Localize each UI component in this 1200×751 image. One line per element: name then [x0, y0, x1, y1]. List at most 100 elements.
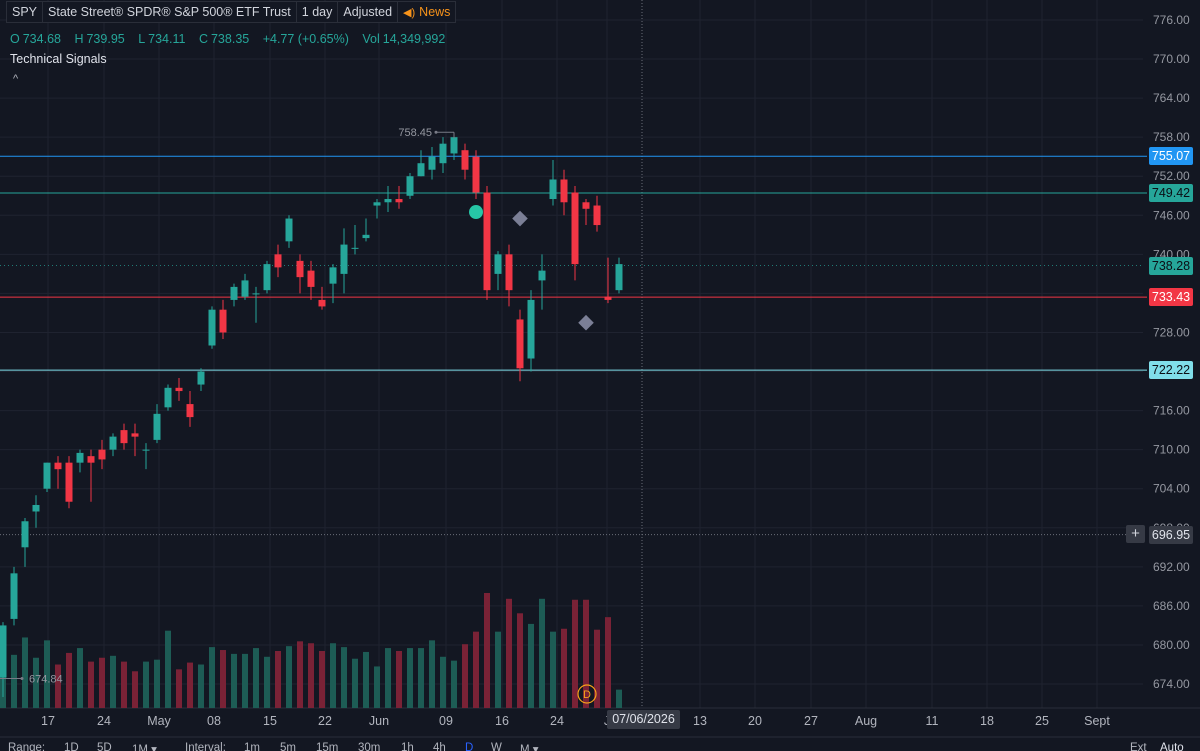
- candle-body: [472, 156, 480, 193]
- interval-m-button[interactable]: M ▾: [520, 744, 539, 751]
- close-label: C: [198, 32, 208, 46]
- volume-bar: [154, 659, 160, 708]
- volume-bar: [44, 640, 50, 708]
- volume-bar: [77, 648, 83, 708]
- interval-w-button[interactable]: W: [491, 742, 502, 751]
- range-1m-button[interactable]: 1M ▾: [132, 744, 157, 751]
- candle-body: [461, 150, 469, 170]
- interval-5m-button[interactable]: 5m: [280, 742, 296, 751]
- interval-1h-button[interactable]: 1h: [401, 742, 414, 751]
- candle-body: [351, 247, 359, 249]
- news-button[interactable]: ◀) News: [398, 2, 455, 22]
- time-tick-label: 17: [41, 714, 55, 728]
- candle-body: [549, 179, 557, 200]
- legend-header[interactable]: SPY State Street® SPDR® S&P 500® ETF Tru…: [6, 1, 457, 23]
- volume-bar: [616, 689, 622, 708]
- price-tick-label: 758.00: [1153, 130, 1190, 144]
- candle-body: [373, 202, 381, 206]
- candle-body: [582, 202, 590, 209]
- range-5d-button[interactable]: 5D: [97, 742, 112, 751]
- volume-bar: [440, 656, 446, 708]
- volume-bar: [550, 631, 556, 708]
- signal-diamond: [512, 210, 528, 227]
- collapse-chevron-icon[interactable]: ^: [13, 73, 19, 85]
- interval-4h-button[interactable]: 4h: [433, 742, 446, 751]
- price-tick-label: 686.00: [1153, 599, 1190, 613]
- price-axis[interactable]: 776.00770.00764.00758.00752.00746.00740.…: [1153, 13, 1190, 691]
- candle-body: [219, 309, 227, 333]
- price-tick-label: 704.00: [1153, 482, 1190, 496]
- add-plus-icon[interactable]: +: [1126, 525, 1145, 543]
- time-tick-label: 15: [263, 714, 277, 728]
- candle-body: [527, 299, 535, 359]
- volume-bar: [253, 648, 259, 708]
- volume-bar: [66, 652, 72, 708]
- low-price-label: 674.84: [29, 674, 63, 686]
- volume-bar: [231, 653, 237, 708]
- candle-body: [318, 299, 326, 307]
- candle-body: [285, 218, 293, 242]
- time-tick-label: Sept: [1084, 714, 1110, 728]
- ext-button[interactable]: Ext: [1130, 742, 1147, 751]
- candle-body: [175, 387, 183, 392]
- volume-label: Vol: [362, 32, 380, 46]
- volume-bar: [132, 671, 138, 708]
- open-value: 734.68: [22, 32, 61, 46]
- interval-d-button[interactable]: D: [465, 742, 474, 751]
- range-1d-button[interactable]: 1D: [64, 742, 79, 751]
- volume-value: 14,349,992: [382, 32, 446, 46]
- price-tick-label: 716.00: [1153, 404, 1190, 418]
- price-tick-label: 710.00: [1153, 443, 1190, 457]
- price-tick-label: 776.00: [1153, 13, 1190, 27]
- candle-body: [560, 179, 568, 203]
- price-tick-label: 752.00: [1153, 169, 1190, 183]
- candle-body: [76, 452, 84, 463]
- candle-body: [505, 254, 513, 291]
- symbol-name: State Street® SPDR® S&P 500® ETF Trust: [43, 2, 297, 22]
- candle-body: [329, 267, 337, 284]
- volume-bar: [143, 661, 149, 708]
- volume-bar: [176, 669, 182, 708]
- time-tick-label: Aug: [855, 714, 877, 728]
- volume-bar: [275, 650, 281, 708]
- candle-body: [307, 270, 315, 287]
- indicator-title[interactable]: Technical Signals: [10, 52, 107, 66]
- candle-body: [384, 199, 392, 203]
- volume-bar: [99, 657, 105, 708]
- ohlc-readout: O 734.68 H 739.95 L 734.11 C 738.35 +4.77 (+…: [10, 32, 455, 46]
- bottom-toolbar[interactable]: Range: 1D 5D 1M ▾ Interval: 1m 5m 15m 30…: [0, 740, 1200, 751]
- volume-bar: [198, 664, 204, 708]
- time-tick-label: 09: [439, 714, 453, 728]
- candle-body: [10, 573, 18, 619]
- candle-body: [263, 264, 271, 291]
- volume-bar: [418, 648, 424, 708]
- interval-30m-button[interactable]: 30m: [358, 742, 381, 751]
- candle-body: [483, 192, 491, 291]
- volume-bars: [0, 593, 622, 708]
- volume-bar: [330, 643, 336, 708]
- adjustment-label[interactable]: Adjusted: [338, 2, 399, 22]
- interval-15m-button[interactable]: 15m: [316, 742, 339, 751]
- candle-body: [87, 456, 95, 463]
- high-label: H: [74, 32, 84, 46]
- symbol-ticker[interactable]: SPY: [7, 2, 44, 22]
- volume-bar: [33, 657, 39, 708]
- volume-bar: [11, 654, 17, 708]
- high-price-label: 758.45: [398, 127, 432, 139]
- volume-bar: [462, 644, 468, 708]
- interval-label[interactable]: 1 day: [297, 2, 339, 22]
- volume-bar: [110, 655, 116, 708]
- candle-body: [450, 137, 458, 154]
- time-axis[interactable]: 1724May081522Jun091624J132027Aug111825Se…: [41, 714, 1110, 728]
- auto-button[interactable]: Auto: [1160, 742, 1184, 751]
- time-tick-label: 18: [980, 714, 994, 728]
- candle-body: [0, 625, 7, 678]
- low-value: 734.11: [148, 32, 186, 46]
- volume-bar: [286, 646, 292, 708]
- candle-body: [98, 449, 106, 460]
- volume-bar: [539, 598, 545, 708]
- volume-bar: [363, 651, 369, 708]
- interval-1m-button[interactable]: 1m: [244, 742, 260, 751]
- candle-body: [21, 521, 29, 548]
